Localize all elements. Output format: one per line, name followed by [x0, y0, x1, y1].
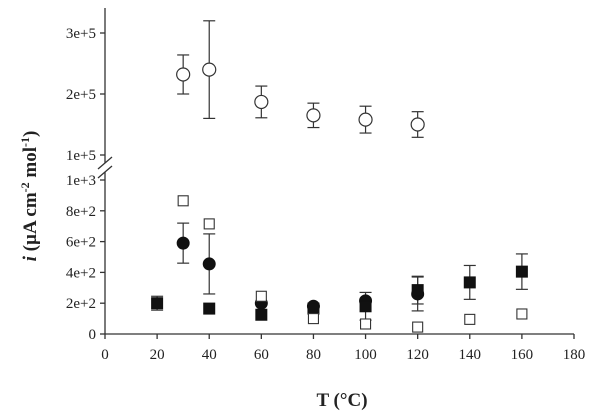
filled-square-point — [515, 265, 528, 278]
x-tick-label: 160 — [511, 347, 534, 363]
open-circle-point — [254, 94, 269, 110]
x-tick-label: 0 — [101, 347, 109, 363]
open-circle-point — [410, 117, 425, 132]
open-square-point — [203, 218, 215, 230]
y-tick-label: 6e+2 — [66, 235, 96, 251]
open-square-point — [412, 321, 424, 333]
filled-circle-point — [202, 257, 216, 271]
data-markers — [151, 62, 528, 333]
filled-square-point — [151, 297, 164, 310]
filled-square-point — [307, 302, 320, 315]
filled-square-point — [411, 284, 424, 297]
x-tick-label: 60 — [254, 347, 269, 363]
filled-square-point — [463, 276, 476, 289]
x-tick-label: 100 — [354, 347, 377, 363]
x-tick-label: 20 — [150, 347, 165, 363]
open-square-point — [360, 318, 372, 330]
filled-square-point — [203, 302, 216, 315]
filled-circle-point — [176, 236, 190, 250]
open-square-point — [177, 195, 189, 207]
axes — [97, 8, 575, 339]
x-axis-label: T (°C) — [316, 390, 367, 411]
filled-square-point — [255, 308, 268, 321]
tick-labels: 0 20 40 60 80 100 120 140 160 180 0 2e+2 4e+2 6e+2 8e+… — [66, 26, 585, 363]
y-tick-label: 1e+3 — [66, 173, 96, 189]
open-square-point — [307, 313, 319, 325]
x-tick-label: 180 — [563, 347, 586, 363]
y-tick-label: 2e+2 — [66, 296, 96, 312]
y-tick-label: 3e+5 — [66, 26, 96, 42]
open-circle-point — [358, 112, 373, 127]
open-circle-point — [202, 62, 217, 77]
open-circle-point — [176, 67, 191, 82]
y-tick-label: 2e+5 — [66, 87, 96, 103]
y-tick-label: 4e+2 — [66, 265, 96, 281]
y-tick-label: 1e+5 — [66, 148, 96, 164]
y-axis-label: i (µA cm-2 mol-1) — [18, 131, 41, 262]
open-circle-point — [306, 108, 321, 123]
x-tick-label: 120 — [406, 347, 429, 363]
filled-square-point — [359, 300, 372, 313]
open-square-point — [464, 313, 476, 325]
y-tick-label: 8e+2 — [66, 204, 96, 220]
x-tick-label: 80 — [306, 347, 321, 363]
open-square-point — [516, 308, 528, 320]
y-tick-label: 0 — [89, 327, 97, 343]
x-tick-label: 40 — [202, 347, 217, 363]
axis-break-mark — [97, 165, 113, 179]
open-square-point — [255, 290, 267, 302]
x-tick-label: 140 — [459, 347, 482, 363]
axis-break-mark — [97, 156, 113, 170]
